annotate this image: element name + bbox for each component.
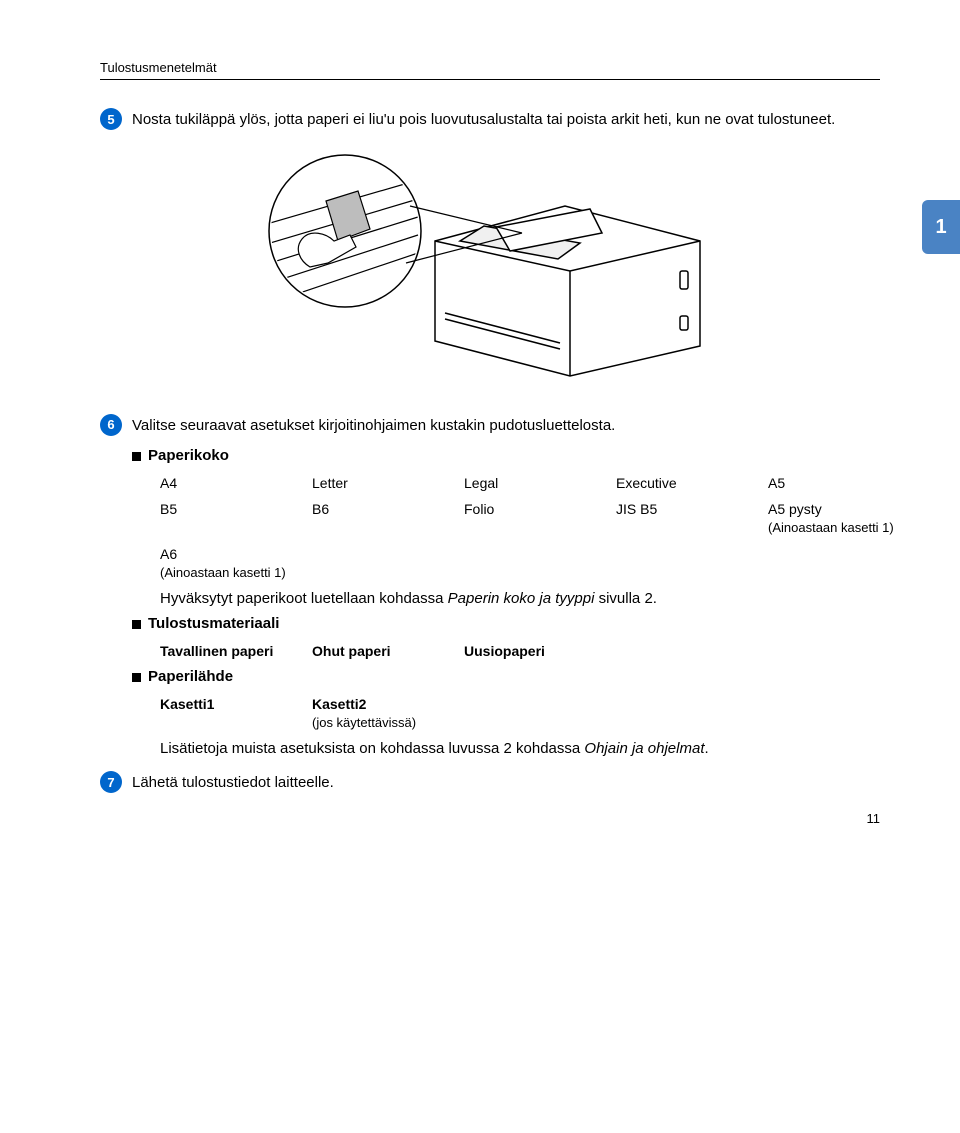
sub-paperikoko: Paperikoko	[132, 447, 880, 464]
step-text-5: Nosta tukiläppä ylös, jotta paperi ei li…	[132, 108, 835, 131]
footer-link[interactable]: Ohjain ja ohjelmat	[584, 740, 704, 757]
tulostusmateriaali-label: Tulostusmateriaali	[148, 615, 279, 632]
cell-note: (Ainoastaan kasetti 1)	[160, 565, 286, 580]
cell: A5	[768, 474, 920, 492]
step-bullet-6: 6	[100, 414, 122, 436]
square-bullet-icon	[132, 452, 141, 461]
cell: Uusiopaperi	[464, 642, 616, 660]
cell: Executive	[616, 474, 768, 492]
cell: Legal	[464, 474, 616, 492]
step-text-7: Lähetä tulostustiedot laitteelle.	[132, 771, 334, 794]
section-title: Tulostusmenetelmät	[100, 60, 880, 75]
table-row: Tavallinen paperi Ohut paperi Uusiopaper…	[160, 642, 920, 660]
table-row: A6 (Ainoastaan kasetti 1)	[160, 545, 920, 582]
square-bullet-icon	[132, 673, 141, 682]
cell: A4	[160, 474, 312, 492]
page-number: 11	[867, 811, 881, 826]
paperikoko-label: Paperikoko	[148, 447, 229, 464]
footer-pre: Lisätietoja muista asetuksista on kohdas…	[160, 740, 584, 757]
footer-post: sivulla 2.	[594, 590, 657, 607]
step-7: 7 Lähetä tulostustiedot laitteelle.	[100, 771, 880, 794]
step-bullet-7: 7	[100, 771, 122, 793]
cell-value: A5 pysty	[768, 501, 822, 517]
lahde-footer: Lisätietoja muista asetuksista on kohdas…	[160, 740, 880, 757]
cell: Folio	[464, 500, 616, 537]
cell: Kasetti2 (jos käytettävissä)	[312, 695, 464, 732]
cell: Kasetti1	[160, 695, 312, 732]
square-bullet-icon	[132, 620, 141, 629]
chapter-marker: 1	[922, 200, 960, 254]
cell: A6 (Ainoastaan kasetti 1)	[160, 545, 312, 582]
step-text-6: Valitse seuraavat asetukset kirjoitinohj…	[132, 414, 615, 437]
paperikoko-footer: Hyväksytyt paperikoot luetellaan kohdass…	[160, 590, 880, 607]
cell: Tavallinen paperi	[160, 642, 312, 660]
sub-paperilahde: Paperilähde	[132, 668, 880, 685]
table-row: A4 Letter Legal Executive A5	[160, 474, 920, 492]
paperikoko-table: A4 Letter Legal Executive A5 B5 B6 Folio…	[160, 474, 920, 582]
footer-link[interactable]: Paperin koko ja tyyppi	[448, 590, 595, 607]
footer-post: .	[705, 740, 709, 757]
cell-value: Kasetti2	[312, 696, 366, 712]
cell-value: A6	[160, 546, 177, 562]
lahde-table: Kasetti1 Kasetti2 (jos käytettävissä)	[160, 695, 920, 732]
cell: B5	[160, 500, 312, 537]
materiaali-table: Tavallinen paperi Ohut paperi Uusiopaper…	[160, 642, 920, 660]
table-row: B5 B6 Folio JIS B5 A5 pysty (Ainoastaan …	[160, 500, 920, 537]
cell: JIS B5	[616, 500, 768, 537]
paperilahde-label: Paperilähde	[148, 668, 233, 685]
cell-note: (Ainoastaan kasetti 1)	[768, 520, 894, 535]
step-6: 6 Valitse seuraavat asetukset kirjoitino…	[100, 414, 880, 437]
cell: A5 pysty (Ainoastaan kasetti 1)	[768, 500, 920, 537]
sub-tulostusmateriaali: Tulostusmateriaali	[132, 615, 880, 632]
step-5: 5 Nosta tukiläppä ylös, jotta paperi ei …	[100, 108, 880, 131]
header-divider	[100, 79, 880, 80]
cell: Letter	[312, 474, 464, 492]
footer-pre: Hyväksytyt paperikoot luetellaan kohdass…	[160, 590, 448, 607]
cell-note: (jos käytettävissä)	[312, 715, 416, 730]
printer-illustration	[230, 151, 880, 384]
cell: B6	[312, 500, 464, 537]
cell: Ohut paperi	[312, 642, 464, 660]
table-row: Kasetti1 Kasetti2 (jos käytettävissä)	[160, 695, 920, 732]
step-bullet-5: 5	[100, 108, 122, 130]
